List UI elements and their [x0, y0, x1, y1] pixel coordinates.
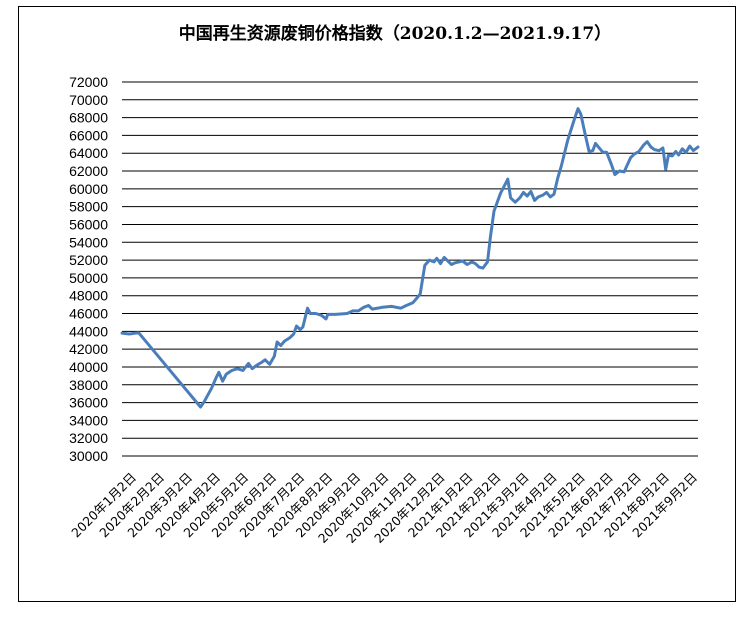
y-tick-label: 40000 — [69, 359, 108, 375]
y-tick-label: 60000 — [69, 181, 108, 197]
y-tick-label: 58000 — [69, 199, 108, 215]
y-tick-label: 34000 — [69, 412, 108, 428]
series-line — [120, 107, 700, 409]
y-tick-label: 50000 — [69, 270, 108, 286]
y-tick-label: 68000 — [69, 110, 108, 126]
y-tick-label: 38000 — [69, 377, 108, 393]
y-tick-label: 66000 — [69, 127, 108, 143]
chart-frame — [18, 6, 736, 602]
y-tick-label: 70000 — [69, 92, 108, 108]
y-tick-label: 54000 — [69, 234, 108, 250]
y-tick-label: 64000 — [69, 145, 108, 161]
y-tick-label: 30000 — [69, 448, 108, 464]
x-axis-ticks: 2020年1月2日2020年2月2日2020年3月2日2020年4月2日2020… — [68, 470, 700, 546]
chart-title: 中国再生资源废铜价格指数（2020.1.2—2021.9.17） — [179, 23, 611, 44]
y-tick-label: 56000 — [69, 216, 108, 232]
y-tick-label: 72000 — [69, 74, 108, 90]
y-tick-label: 46000 — [69, 306, 108, 322]
y-tick-label: 32000 — [69, 430, 108, 446]
series-layer — [120, 107, 700, 409]
y-tick-label: 44000 — [69, 323, 108, 339]
grid-lines — [122, 81, 698, 457]
y-tick-label: 42000 — [69, 341, 108, 357]
y-tick-label: 48000 — [69, 288, 108, 304]
y-tick-label: 36000 — [69, 395, 108, 411]
y-tick-label: 62000 — [69, 163, 108, 179]
y-tick-label: 52000 — [69, 252, 108, 268]
